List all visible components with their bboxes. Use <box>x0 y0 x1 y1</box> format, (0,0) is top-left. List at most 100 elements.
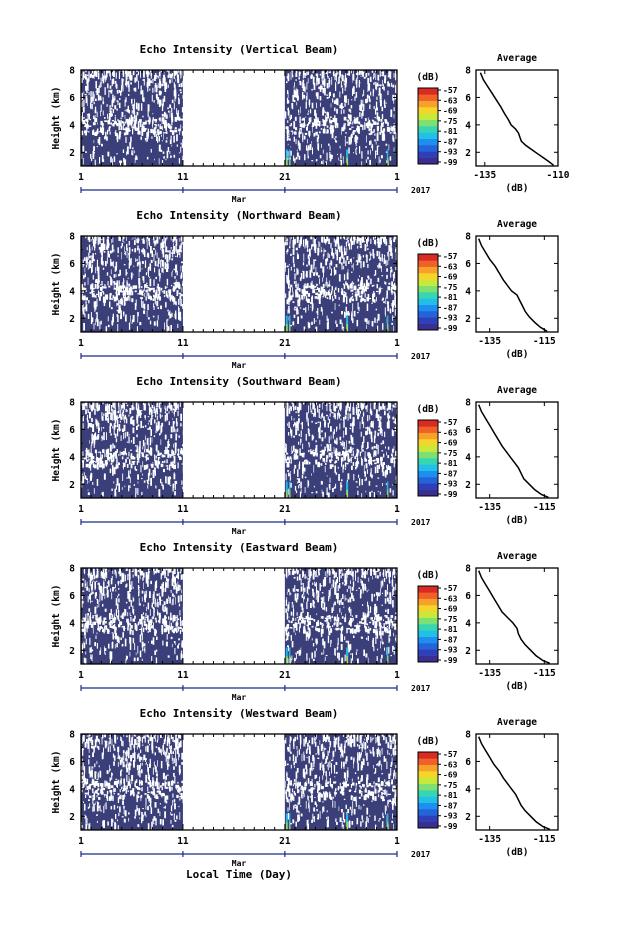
speckle-cell <box>285 447 287 453</box>
speckle-cell <box>81 101 83 107</box>
speckle-cell <box>86 74 89 76</box>
speckle-cell <box>93 580 95 582</box>
speckle-cell <box>343 451 346 458</box>
speckle-cell <box>115 456 118 459</box>
speckle-cell <box>162 241 165 248</box>
speckle-cell <box>295 423 297 429</box>
speckle-cell <box>393 463 395 468</box>
speckle-cell <box>87 479 88 484</box>
speckle-cell <box>178 94 180 97</box>
speckle-cell <box>318 145 319 151</box>
speckle-cell <box>173 285 175 287</box>
speckle-cell <box>91 293 95 298</box>
speckle-cell <box>346 73 349 76</box>
speckle-cell <box>89 580 91 586</box>
speckle-cell <box>137 474 139 478</box>
speckle-cell <box>174 301 176 304</box>
speckle-cell <box>359 146 361 154</box>
speckle-cell <box>141 491 143 496</box>
speckle-cell <box>170 404 172 411</box>
speckle-cell <box>105 131 107 139</box>
speckle-cell <box>92 574 94 580</box>
speckle-cell <box>381 253 383 262</box>
speckle-cell <box>138 458 140 463</box>
speckle-cell <box>145 139 147 143</box>
speckle-cell <box>111 113 113 117</box>
speckle-cell <box>181 463 184 465</box>
speckle-cell <box>346 440 347 448</box>
speckle-cell <box>176 134 178 142</box>
speckle-cell <box>138 255 140 262</box>
speckle-cell <box>153 131 155 133</box>
speckle-cell <box>114 402 116 410</box>
speckle-cell <box>305 116 307 118</box>
speckle-cell <box>331 412 334 414</box>
speckle-cell <box>86 85 88 94</box>
speckle-cell <box>158 99 161 107</box>
speckle-cell <box>86 478 88 480</box>
speckle-cell <box>129 485 131 489</box>
speckle-cell <box>334 403 336 406</box>
speckle-cell <box>127 81 129 85</box>
speckle-cell <box>332 117 335 122</box>
speckle-cell <box>115 72 117 79</box>
speckle-cell <box>113 416 115 419</box>
speckle-cell <box>385 236 387 240</box>
speckle-cell <box>166 294 168 298</box>
speckle-cell <box>110 588 112 592</box>
speckle-cell <box>287 90 289 95</box>
y-axis-label: Height (km) <box>51 87 62 150</box>
speckle-cell <box>157 294 160 299</box>
speckle-cell <box>113 417 116 420</box>
speckle-cell <box>331 311 333 314</box>
speckle-cell <box>360 260 362 269</box>
speckle-cell <box>310 408 312 410</box>
speckle-cell <box>361 287 364 292</box>
speckle-cell <box>343 109 345 114</box>
speckle-cell <box>330 435 332 440</box>
speckle-cell <box>128 84 130 92</box>
speckle-cell <box>393 114 395 119</box>
speckle-cell <box>87 313 90 319</box>
speckle-cell <box>356 319 359 327</box>
speckle-cell <box>366 94 369 99</box>
speckle-cell <box>124 246 125 253</box>
speckle-cell <box>121 242 123 247</box>
speckle-cell <box>148 402 150 407</box>
speckle-cell <box>128 414 130 417</box>
speckle-cell <box>162 151 165 154</box>
speckle-cell <box>366 254 368 263</box>
speckle-cell <box>396 464 400 468</box>
speckle-cell <box>172 631 175 634</box>
speckle-cell <box>97 628 100 631</box>
speckle-cell <box>321 124 323 126</box>
speckle-cell <box>133 88 136 91</box>
speckle-cell <box>367 78 370 85</box>
speckle-cell <box>116 314 118 318</box>
speckle-cell <box>130 258 132 265</box>
speckle-cell <box>287 279 290 286</box>
speckle-cell <box>121 626 124 628</box>
speckle-cell <box>329 91 331 96</box>
speckle-cell <box>389 403 391 410</box>
speckle-cell <box>171 119 174 122</box>
speckle-cell <box>381 236 384 239</box>
speckle-cell <box>82 287 84 293</box>
speckle-cell <box>365 427 367 429</box>
colorbar-label: (dB) <box>417 72 440 83</box>
colorbar-swatch <box>418 304 438 312</box>
speckle-cell <box>297 309 299 313</box>
speckle-cell <box>382 79 383 86</box>
speckle-cell <box>100 460 104 465</box>
speckle-cell <box>345 95 347 103</box>
speckle-cell <box>147 454 149 457</box>
speckle-cell <box>127 105 129 113</box>
speckle-cell <box>140 297 143 300</box>
speckle-cell <box>369 98 371 103</box>
speckle-cell <box>166 254 168 263</box>
speckle-cell <box>393 446 395 451</box>
speckle-cell <box>137 130 141 135</box>
speckle-cell <box>115 484 117 490</box>
speckle-cell <box>132 126 135 129</box>
